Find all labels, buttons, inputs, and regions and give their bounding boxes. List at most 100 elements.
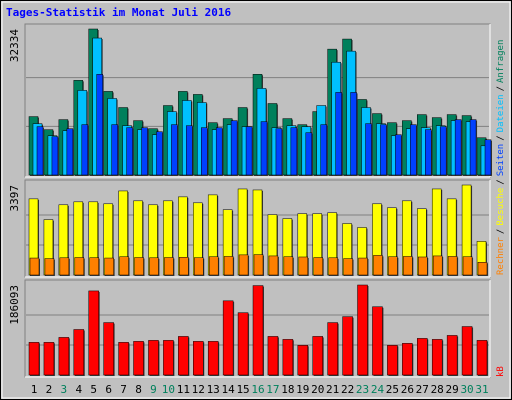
bar: [343, 258, 353, 276]
bar: [43, 342, 55, 376]
bar: [201, 127, 208, 176]
bar: [297, 345, 309, 376]
x-tick-label: 14: [222, 383, 236, 396]
bar: [215, 127, 223, 176]
x-tick-label: 18: [281, 383, 294, 396]
bar: [439, 126, 447, 176]
bar: [462, 256, 473, 276]
bar: [186, 125, 193, 176]
bar: [335, 92, 342, 176]
bar: [171, 124, 178, 176]
bar: [380, 124, 387, 176]
legend-entry: Rechner: [496, 236, 506, 275]
x-tick-label: 9: [150, 383, 157, 396]
x-tick-label: 16: [251, 383, 264, 396]
x-tick-label: 3: [61, 383, 68, 396]
bar: [59, 257, 70, 276]
bar: [126, 127, 133, 176]
chart-title: Tages-Statistik im Monat Juli 2016: [6, 6, 232, 19]
x-tick-label: 26: [401, 383, 414, 396]
x-tick-label: 7: [120, 383, 127, 396]
legend-entry: kB: [496, 366, 506, 377]
bar: [365, 123, 372, 176]
x-tick-label: 20: [311, 383, 324, 396]
bar: [141, 127, 148, 176]
x-tick-label: 29: [446, 383, 459, 396]
bar: [432, 255, 443, 276]
bar: [104, 257, 114, 276]
x-tick-label: 31: [475, 383, 488, 396]
bar: [58, 337, 70, 376]
bar: [312, 336, 323, 376]
bar: [275, 128, 283, 176]
x-tick-label: 24: [371, 383, 385, 396]
y-tick-label: 32334: [8, 29, 21, 62]
x-tick-label: 21: [326, 383, 339, 396]
x-tick-label: 17: [266, 383, 279, 396]
bar: [163, 340, 174, 376]
bar: [418, 256, 428, 276]
bar: [44, 258, 55, 276]
bar: [149, 257, 159, 276]
bar: [178, 336, 189, 376]
bar: [29, 257, 40, 276]
bar: [373, 255, 383, 276]
bar: [252, 285, 264, 376]
bar: [96, 74, 103, 176]
bar: [410, 124, 417, 176]
legend: Rechner / Besuche / Seiten / Dateien / Anfragen: [496, 40, 506, 275]
bar: [103, 322, 114, 376]
x-tick-label: 1: [31, 383, 38, 396]
bar: [119, 256, 129, 276]
bar: [403, 256, 413, 276]
bar: [290, 127, 298, 176]
bar: [417, 338, 428, 376]
legend-entry: Dateien: [496, 94, 506, 132]
bar: [193, 341, 204, 376]
x-tick-label: 12: [192, 383, 205, 396]
bar: [484, 139, 492, 176]
bar: [282, 339, 294, 376]
bar: [350, 92, 357, 176]
bar: [66, 128, 74, 176]
bar: [179, 256, 189, 276]
bar: [253, 254, 264, 276]
bar: [313, 257, 323, 276]
bar: [358, 257, 368, 276]
bar: [81, 124, 89, 176]
bar: [208, 256, 219, 276]
bar: [328, 257, 338, 276]
bar: [447, 256, 458, 276]
x-tick-label: 4: [75, 383, 82, 396]
bar: [446, 335, 458, 376]
bar: [88, 290, 99, 376]
bar: [388, 256, 398, 276]
bar: [194, 257, 204, 276]
bar: [230, 120, 238, 176]
x-tick-label: 2: [46, 383, 53, 396]
legend-separator: /: [496, 229, 506, 234]
legend-entry: Besuche: [496, 188, 506, 226]
bar: [387, 345, 398, 376]
bar: [111, 124, 118, 176]
bar: [245, 126, 253, 176]
bar: [283, 256, 294, 276]
bar: [431, 339, 443, 376]
bar: [156, 131, 163, 176]
bar: [298, 256, 309, 276]
bar: [36, 126, 44, 176]
bar: [476, 340, 488, 376]
bar: [118, 342, 129, 376]
x-tick-label: 28: [431, 383, 444, 396]
bar: [372, 306, 383, 376]
bar: [327, 322, 338, 376]
bar: [357, 284, 368, 376]
x-tick-label: 15: [236, 383, 249, 396]
x-tick-label: 5: [90, 383, 97, 396]
x-tick-label: 30: [460, 383, 473, 396]
bar: [305, 132, 313, 176]
x-tick-label: 27: [416, 383, 429, 396]
bar: [268, 255, 279, 276]
